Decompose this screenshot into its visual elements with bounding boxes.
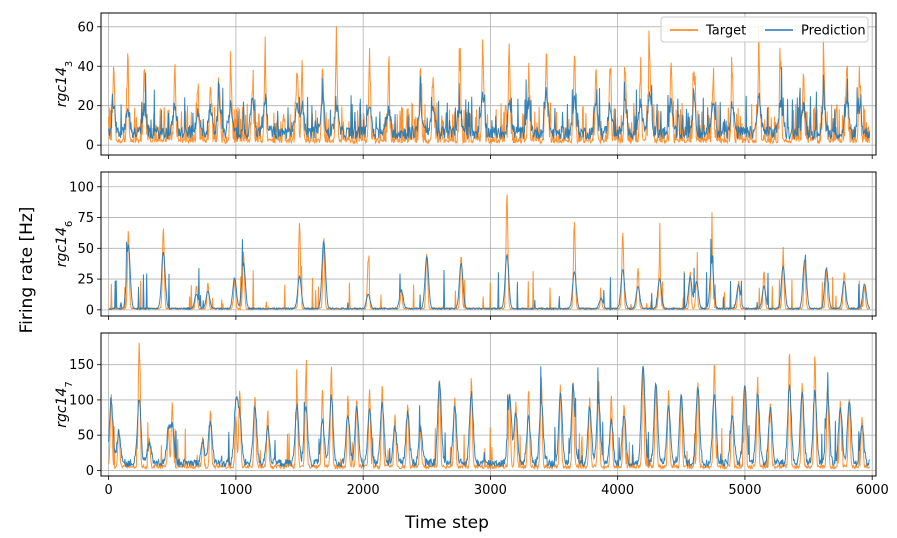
y-tick-label: 20	[77, 99, 94, 114]
y-tick-label: 100	[69, 393, 94, 408]
series-target-line	[108, 342, 871, 471]
series-prediction-line	[108, 67, 871, 141]
axes-frame	[100, 171, 877, 317]
x-tick-label: 0	[104, 483, 112, 498]
y-tick-label: 0	[86, 464, 94, 479]
y-tick-label: 50	[77, 429, 94, 444]
x-tick-label: 3000	[474, 483, 507, 498]
x-tick-label: 2000	[347, 483, 380, 498]
x-axis-label: Time step	[404, 513, 489, 533]
panel-rgc14_3: 0 20 40 60 rgc143	[54, 12, 877, 159]
y-tick-label: 60	[77, 20, 94, 35]
y-axis-label: Firing rate [Hz]	[17, 207, 37, 334]
panel-y-label: rgc143	[54, 61, 75, 108]
y-tick-label: 0	[86, 303, 94, 318]
panel-rgc14_7: 0 50 100 150 rgc147	[54, 332, 877, 480]
y-tick-label: 50	[77, 242, 94, 257]
panel-y-label: rgc146	[54, 221, 75, 268]
panel-y-label: rgc147	[54, 381, 75, 428]
legend-box	[660, 16, 869, 43]
x-tick-label: 6000	[856, 483, 889, 498]
x-tick-label: 5000	[728, 483, 761, 498]
series-prediction-line	[108, 238, 871, 312]
panel-rgc14_6: 0 25 50 75 100 rgc146	[54, 171, 877, 320]
y-tick-label: 40	[77, 60, 94, 75]
x-tick-label: 1000	[219, 483, 252, 498]
legend-label-target: Target	[705, 24, 746, 39]
y-tick-label: 150	[69, 358, 94, 373]
y-tick-label: 100	[69, 180, 94, 195]
series-prediction-line	[108, 365, 871, 469]
legend: Target Prediction	[660, 16, 869, 43]
y-tick-label: 0	[86, 139, 94, 154]
axes-frame	[100, 12, 877, 156]
legend-label-prediction: Prediction	[801, 24, 866, 39]
y-tick-label: 75	[77, 211, 94, 226]
series-target-line	[108, 26, 871, 145]
axes-frame	[100, 332, 877, 477]
y-tick-label: 25	[77, 273, 94, 288]
series-target-line	[108, 194, 871, 312]
x-tick-label: 4000	[601, 483, 634, 498]
